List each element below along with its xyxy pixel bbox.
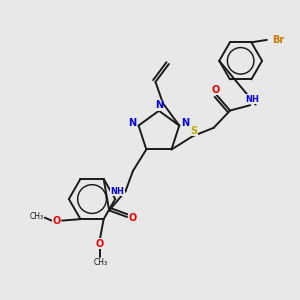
Text: CH₃: CH₃ [29,212,44,220]
Text: N: N [155,100,163,110]
Text: NH: NH [245,95,259,104]
Text: CH₃: CH₃ [94,258,108,267]
Text: NH: NH [110,187,124,196]
Text: O: O [128,213,136,224]
Text: O: O [52,216,61,226]
Text: N: N [181,118,189,128]
Text: N: N [129,118,137,128]
Text: S: S [190,126,197,136]
Text: Br: Br [273,35,285,45]
Text: O: O [96,239,104,249]
Text: O: O [211,85,219,95]
